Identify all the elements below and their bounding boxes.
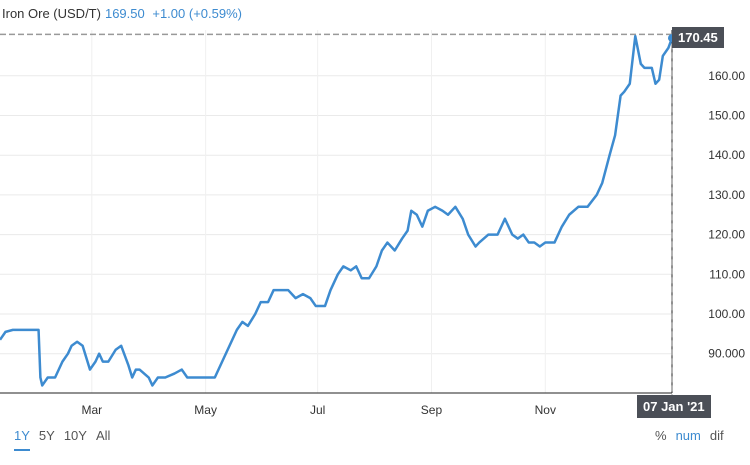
y-tick-label: 100.00 bbox=[708, 307, 745, 321]
mode-dif[interactable]: dif bbox=[709, 428, 724, 443]
range-selector: 1Y 5Y 10Y All bbox=[14, 428, 119, 451]
instrument-name: Iron Ore (USD/T) bbox=[2, 6, 101, 21]
y-tick-label: 120.00 bbox=[708, 228, 745, 242]
y-tick-label: 140.00 bbox=[708, 148, 745, 162]
x-tick-label: Mar bbox=[81, 403, 102, 417]
range-5y[interactable]: 5Y bbox=[38, 428, 55, 443]
last-value-label: 170.45 bbox=[672, 27, 724, 48]
mode-selector: % num dif bbox=[655, 428, 733, 443]
series-line bbox=[0, 34, 674, 387]
x-tick-label: Sep bbox=[421, 403, 443, 417]
y-tick-label: 160.00 bbox=[708, 69, 745, 83]
chart-title: Iron Ore (USD/T) 169.50 +1.00 (+0.59%) bbox=[2, 6, 242, 21]
mode-percent[interactable]: % bbox=[655, 428, 667, 443]
x-tick-label: May bbox=[194, 403, 217, 417]
mode-num[interactable]: num bbox=[675, 428, 701, 443]
y-tick-label: 110.00 bbox=[709, 267, 745, 281]
x-tick-label: Nov bbox=[535, 403, 556, 417]
x-tick-label: Jul bbox=[310, 403, 325, 417]
price: 169.50 bbox=[104, 6, 145, 21]
price-change: +1.00 (+0.59%) bbox=[152, 6, 242, 21]
range-10y[interactable]: 10Y bbox=[63, 428, 87, 443]
range-all[interactable]: All bbox=[95, 428, 111, 443]
y-tick-label: 130.00 bbox=[708, 188, 745, 202]
range-1y[interactable]: 1Y bbox=[14, 428, 30, 451]
crosshair-date-label: 07 Jan '21 bbox=[637, 395, 711, 418]
y-tick-label: 150.00 bbox=[708, 109, 745, 123]
y-tick-label: 90.000 bbox=[708, 347, 745, 361]
